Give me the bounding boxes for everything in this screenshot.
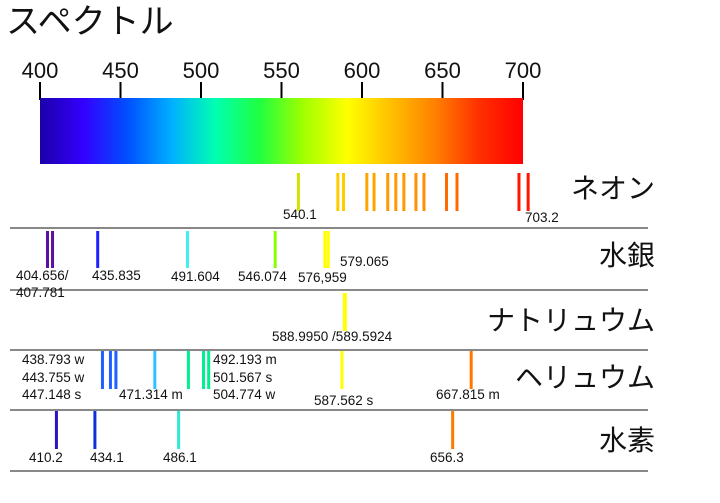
emission-line-4-8 bbox=[340, 351, 344, 389]
wavelength-label-4-6: 501.567 s bbox=[213, 370, 273, 385]
wavelength-label-4-7: 504.774 w bbox=[213, 387, 276, 402]
wavelength-label-1-1: 540.1 bbox=[283, 207, 317, 222]
tick-label-650: 650 bbox=[424, 58, 461, 83]
emission-line-4-2 bbox=[108, 351, 112, 389]
tick-label-600: 600 bbox=[344, 58, 381, 83]
wavelength-label-5-1: 410.2 bbox=[29, 450, 63, 465]
emission-line-2-2 bbox=[51, 231, 55, 268]
emission-line-1-1 bbox=[296, 173, 300, 211]
wavelength-label-2-3: 435.835 bbox=[92, 268, 141, 283]
wavelength-label-1-2: 703.2 bbox=[525, 210, 559, 225]
wavelength-label-5-4: 656.3 bbox=[430, 450, 464, 465]
emission-line-2-1 bbox=[45, 231, 49, 268]
emission-line-2-3 bbox=[96, 231, 100, 268]
emission-line-1-3 bbox=[341, 173, 345, 211]
wavelength-label-4-8: 587.562 s bbox=[314, 393, 374, 408]
emission-line-4-7 bbox=[207, 351, 211, 389]
emission-line-5-1 bbox=[54, 411, 58, 449]
emission-line-5-2 bbox=[93, 411, 97, 449]
tick-label-450: 450 bbox=[102, 58, 139, 83]
emission-line-2-4 bbox=[185, 231, 189, 268]
wavelength-label-4-4: 471.314 m bbox=[119, 387, 183, 402]
wavelength-label-2-4: 491.604 bbox=[171, 269, 220, 284]
tick-label-550: 550 bbox=[263, 58, 300, 83]
emission-line-2-5 bbox=[273, 231, 277, 268]
wavelength-label-2-5: 546.074 bbox=[238, 269, 287, 284]
emission-line-4-5 bbox=[186, 351, 190, 389]
wavelength-label-4-1: 438.793 w bbox=[22, 352, 85, 367]
emission-line-1-7 bbox=[394, 173, 398, 211]
emission-line-5-3 bbox=[177, 411, 181, 449]
element-name-2: 水銀 bbox=[599, 239, 655, 272]
diagram-title: スペクトル bbox=[6, 2, 174, 42]
element-name-3: ナトリュウム bbox=[487, 304, 655, 337]
emission-line-4-3 bbox=[114, 351, 118, 389]
wavelength-label-3-1: 588.9950 /589.5924 bbox=[272, 329, 393, 344]
wavelength-label-2-2: 407.781 bbox=[16, 285, 65, 300]
emission-line-1-13 bbox=[517, 173, 521, 211]
tick-label-500: 500 bbox=[183, 58, 220, 83]
wavelength-label-5-2: 434.1 bbox=[90, 450, 124, 465]
emission-line-2-6 bbox=[323, 231, 327, 268]
element-name-4: ヘリュウム bbox=[515, 361, 655, 394]
tick-label-400: 400 bbox=[22, 58, 59, 83]
emission-line-1-12 bbox=[455, 173, 459, 211]
emission-line-3-2 bbox=[343, 293, 347, 331]
emission-line-4-1 bbox=[100, 351, 104, 389]
wavelength-label-4-5: 492.193 m bbox=[213, 352, 277, 367]
emission-line-1-11 bbox=[445, 173, 449, 211]
emission-line-4-4 bbox=[153, 351, 157, 389]
emission-line-1-9 bbox=[414, 173, 418, 211]
spectrum-bar bbox=[40, 98, 523, 164]
emission-line-4-6 bbox=[202, 351, 206, 389]
emission-line-1-5 bbox=[372, 173, 376, 211]
emission-line-4-9 bbox=[469, 351, 473, 389]
emission-line-2-7 bbox=[326, 231, 330, 268]
wavelength-label-2-6: 576,959 bbox=[298, 270, 347, 285]
emission-line-1-2 bbox=[336, 173, 340, 211]
emission-line-1-4 bbox=[365, 173, 369, 211]
wavelength-label-5-3: 486.1 bbox=[163, 450, 197, 465]
emission-line-1-6 bbox=[386, 173, 390, 211]
wavelength-label-4-9: 667.815 m bbox=[436, 387, 500, 402]
wavelength-label-2-7: 579.065 bbox=[340, 254, 389, 269]
wavelength-label-2-1: 404.656/ bbox=[16, 268, 69, 283]
emission-line-1-14 bbox=[526, 173, 530, 211]
element-name-1: ネオン bbox=[571, 172, 655, 205]
emission-line-1-8 bbox=[402, 173, 406, 211]
tick-label-700: 700 bbox=[505, 58, 542, 83]
emission-line-1-10 bbox=[422, 173, 426, 211]
wavelength-label-4-2: 443.755 w bbox=[22, 370, 85, 385]
element-name-5: 水素 bbox=[599, 424, 655, 457]
wavelength-label-4-3: 447.148 s bbox=[22, 387, 82, 402]
emission-line-5-4 bbox=[451, 411, 455, 449]
